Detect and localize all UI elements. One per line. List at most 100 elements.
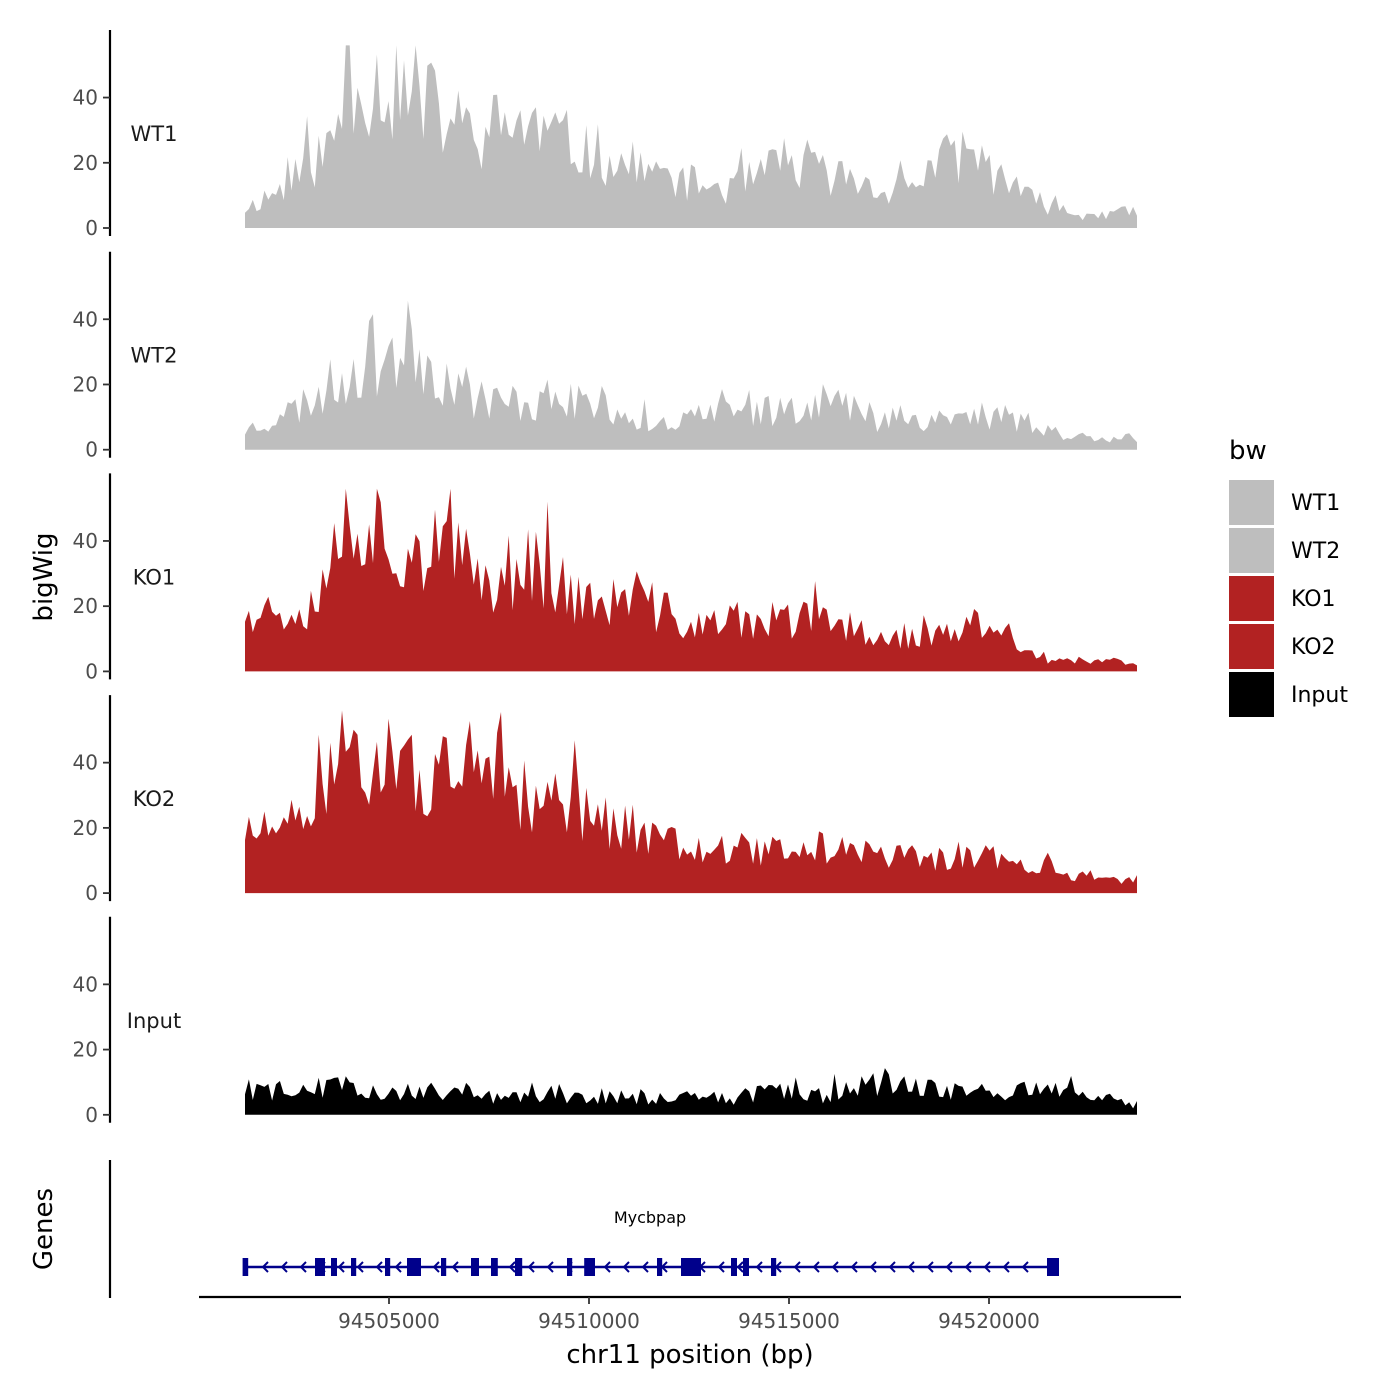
gene-exon [681,1258,701,1276]
strand-arrow-icon [888,1261,896,1273]
strand-arrow-icon [603,1261,611,1273]
legend-swatch-wt1 [1229,480,1274,525]
gene-exon [657,1258,663,1276]
strand-arrow-icon [261,1261,269,1273]
gene-exon [315,1258,325,1276]
track-label-wt2: WT2 [131,344,178,368]
legend-label-wt2: WT2 [1291,539,1340,564]
gene-exon [515,1258,523,1276]
gene-exon [331,1258,337,1276]
strand-arrow-icon [451,1261,459,1273]
track-panel-wt2: 0 20 40 WT2 [73,251,1137,462]
gene-exon [567,1258,573,1276]
strand-arrow-icon [280,1261,288,1273]
y-tick-label: 20 [73,151,98,175]
gene-exon [242,1258,249,1276]
track-label-ko2: KO2 [133,787,176,811]
y-tick-label: 0 [85,438,98,462]
track-panel-ko1: 0 20 40 KO1 [73,473,1137,683]
area-series-wt2 [245,300,1137,450]
strand-arrow-icon [983,1261,991,1273]
gene-exon [771,1258,777,1276]
strand-arrow-icon [1002,1261,1010,1273]
y-tick-label: 40 [73,529,98,553]
strand-arrow-icon [356,1261,364,1273]
strand-arrow-icon [964,1261,972,1273]
genes-track [108,1160,1059,1298]
gene-exon [731,1258,737,1276]
strand-arrow-icon [907,1261,915,1273]
x-tick-label: 94520000 [938,1309,1040,1333]
strand-arrow-icon [1021,1261,1029,1273]
y-tick-label: 20 [73,372,98,396]
strand-arrow-icon [850,1261,858,1273]
track-label-wt1: WT1 [131,122,178,146]
strand-arrow-icon [508,1261,516,1273]
strand-arrow-icon [337,1261,345,1273]
y-tick-label: 20 [73,594,98,618]
strand-arrow-icon [945,1261,953,1273]
y-tick-label: 20 [73,816,98,840]
track-label-ko1: KO1 [133,565,176,589]
track-label-input: Input [127,1009,181,1033]
area-series-ko2 [245,710,1137,894]
strand-arrow-icon [869,1261,877,1273]
strand-arrow-icon [831,1261,839,1273]
legend-label-ko2: KO2 [1291,635,1336,660]
gene-exon [491,1258,498,1276]
gene-exon [385,1258,391,1276]
legend-label-input: Input [1291,683,1348,708]
legend-label-wt1: WT1 [1291,491,1340,516]
y-tick-label: 40 [73,751,98,775]
strand-arrow-icon [926,1261,934,1273]
y-tick-label: 0 [85,659,98,683]
y-tick-label: 40 [73,86,98,110]
legend-swatch-ko1 [1229,576,1274,621]
y-axis-title: bigWig [29,532,59,621]
genes-track-title: Genes [29,1188,59,1270]
x-tick-label: 94505000 [338,1309,440,1333]
y-tick-label: 0 [85,1103,98,1127]
area-series-input [245,1068,1137,1115]
strand-arrow-icon [432,1261,440,1273]
gene-exon [351,1258,357,1276]
strand-arrow-icon [299,1261,307,1273]
area-series-ko1 [245,488,1137,672]
track-panel-ko2: 0 20 40 KO2 [73,695,1137,905]
track-panel-wt1: 0 20 40 WT1 [73,30,1137,240]
y-tick-label: 20 [73,1038,98,1062]
strand-arrow-icon [622,1261,630,1273]
signal-tracks: 0 20 40 WT1 0 20 40 WT2 0 20 40 KO1 0 20 40 KO2 0 20 40 Inp… [73,30,1137,1127]
strand-arrow-icon [736,1261,744,1273]
strand-arrow-icon [641,1261,649,1273]
y-tick-label: 40 [73,307,98,331]
y-tick-label: 0 [85,216,98,240]
strand-arrow-icon [394,1261,402,1273]
x-tick-label: 94515000 [738,1309,840,1333]
legend-label-ko1: KO1 [1291,587,1336,612]
legend-title: bw [1229,436,1267,466]
strand-arrow-icon [793,1261,801,1273]
strand-arrow-icon [375,1261,383,1273]
gene-exon [1047,1258,1059,1276]
x-axis: 94505000 94510000 94515000 94520000 [199,1295,1181,1333]
strand-arrow-icon [812,1261,820,1273]
legend-swatch-ko2 [1229,624,1274,669]
y-tick-label: 0 [85,881,98,905]
x-axis-title: chr11 position (bp) [566,1340,813,1370]
strand-arrow-icon [717,1261,725,1273]
legend: WT1 WT2 KO1 KO2 Input [1229,480,1348,717]
gene-exon [584,1258,595,1276]
legend-swatch-wt2 [1229,528,1274,573]
gene-exon [407,1258,421,1276]
y-tick-label: 40 [73,972,98,996]
track-panel-input: 0 20 40 Input [73,916,1137,1127]
gene-exon [441,1258,447,1276]
strand-arrow-icon [755,1261,763,1273]
strand-arrow-icon [527,1261,535,1273]
strand-arrow-icon [546,1261,554,1273]
area-series-wt1 [245,45,1137,229]
gene-exon [471,1258,479,1276]
gene-exon [743,1258,749,1276]
